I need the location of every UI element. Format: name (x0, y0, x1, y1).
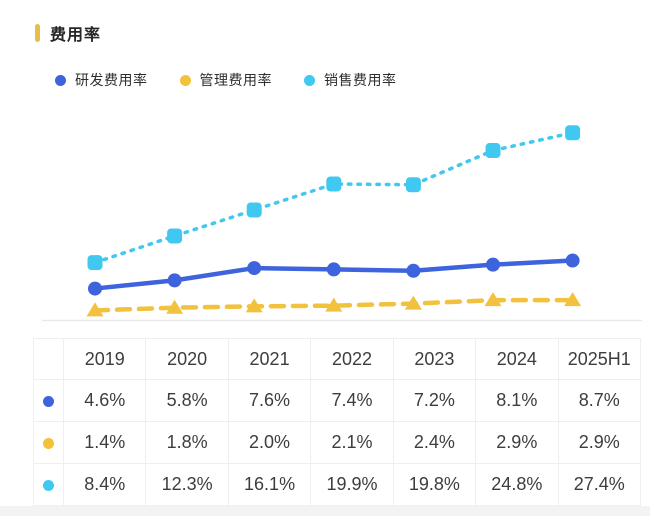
data-point-marker[interactable] (486, 257, 500, 272)
table-row-admin: 1.4% 1.8% 2.0% 2.1% 2.4% 2.9% 2.9% (33, 421, 642, 464)
title-accent-bar-icon (35, 24, 40, 42)
table-row-sales: 8.4% 12.3% 16.1% 19.9% 19.8% 24.8% 27.4% (33, 463, 642, 506)
table-cell: 2.9% (475, 421, 559, 464)
data-point-marker[interactable] (484, 292, 502, 307)
expense-rate-table: 2019 2020 2021 2022 2023 2024 2025H1 4.6… (33, 338, 642, 506)
year-header: 2023 (392, 338, 477, 380)
data-point-marker[interactable] (485, 143, 501, 159)
data-point-marker[interactable] (406, 263, 421, 278)
legend-dot-rnd-icon (55, 74, 66, 86)
data-point-marker[interactable] (325, 297, 343, 312)
year-header: 2019 (62, 338, 147, 380)
table-corner-cell (33, 338, 64, 380)
table-row-rnd: 4.6% 5.8% 7.6% 7.4% 7.2% 8.1% 8.7% (33, 379, 642, 422)
table-cell: 16.1% (227, 463, 312, 506)
page-bottom-strip (0, 506, 650, 516)
series-dot-cell (33, 379, 64, 422)
admin-series-dot-icon (43, 437, 54, 449)
legend-label-admin: 管理费用率 (199, 72, 272, 88)
year-header: 2024 (475, 338, 559, 380)
year-header: 2025H1 (557, 338, 642, 380)
legend-item-rnd[interactable]: 研发费用率 (55, 70, 148, 90)
legend-label-sales: 销售费用率 (324, 72, 397, 88)
year-header: 2021 (227, 338, 312, 380)
table-cell: 27.4% (557, 463, 642, 506)
table-cell: 1.8% (145, 421, 229, 464)
data-point-marker[interactable] (565, 125, 581, 141)
table-cell: 2.0% (227, 421, 312, 464)
table-cell: 7.2% (392, 379, 477, 422)
table-cell: 2.4% (392, 421, 477, 464)
data-point-marker[interactable] (326, 262, 341, 277)
year-header: 2020 (145, 338, 229, 380)
legend-dot-admin-icon (179, 74, 191, 86)
data-point-marker[interactable] (246, 202, 262, 218)
section-title: 费用率 (35, 21, 101, 45)
table-cell: 12.3% (145, 463, 229, 506)
series-dot-cell (33, 421, 64, 464)
data-point-marker[interactable] (88, 281, 102, 296)
legend-label-rnd: 研发费用率 (75, 72, 148, 88)
data-point-marker[interactable] (87, 255, 103, 271)
data-point-marker[interactable] (245, 298, 263, 313)
table-cell: 7.4% (310, 379, 394, 422)
data-point-marker[interactable] (86, 302, 104, 317)
data-point-marker[interactable] (326, 176, 342, 192)
data-point-marker[interactable] (564, 292, 582, 307)
data-point-marker[interactable] (565, 253, 580, 268)
legend-item-admin[interactable]: 管理费用率 (179, 70, 273, 90)
data-point-marker[interactable] (167, 273, 182, 288)
table-cell: 1.4% (62, 421, 147, 464)
table-cell: 2.1% (310, 421, 394, 464)
table-cell: 8.4% (62, 463, 147, 506)
expense-rate-line-chart (42, 125, 642, 322)
year-header: 2022 (310, 338, 394, 380)
data-point-marker[interactable] (404, 295, 422, 310)
legend-dot-sales-icon (304, 74, 315, 86)
data-point-marker[interactable] (405, 177, 421, 193)
data-point-marker[interactable] (247, 261, 262, 276)
rnd-series-dot-icon (43, 395, 54, 407)
data-point-marker[interactable] (166, 299, 184, 314)
series-dot-cell (33, 463, 64, 506)
series-line-2 (93, 131, 575, 265)
table-cell: 19.9% (310, 463, 394, 506)
table-cell: 19.8% (392, 463, 477, 506)
table-cell: 24.8% (475, 463, 559, 506)
sales-series-dot-icon (43, 479, 54, 491)
chart-legend: 研发费用率 管理费用率 销售费用率 (55, 70, 397, 90)
table-cell: 2.9% (557, 421, 642, 464)
table-cell: 7.6% (227, 379, 312, 422)
table-cell: 8.1% (475, 379, 559, 422)
table-cell: 8.7% (557, 379, 642, 422)
legend-item-sales[interactable]: 销售费用率 (304, 70, 397, 90)
table-header-row: 2019 2020 2021 2022 2023 2024 2025H1 (33, 338, 642, 380)
table-cell: 4.6% (62, 379, 147, 422)
page-title: 费用率 (50, 27, 102, 44)
data-point-marker[interactable] (167, 228, 183, 244)
table-cell: 5.8% (145, 379, 229, 422)
